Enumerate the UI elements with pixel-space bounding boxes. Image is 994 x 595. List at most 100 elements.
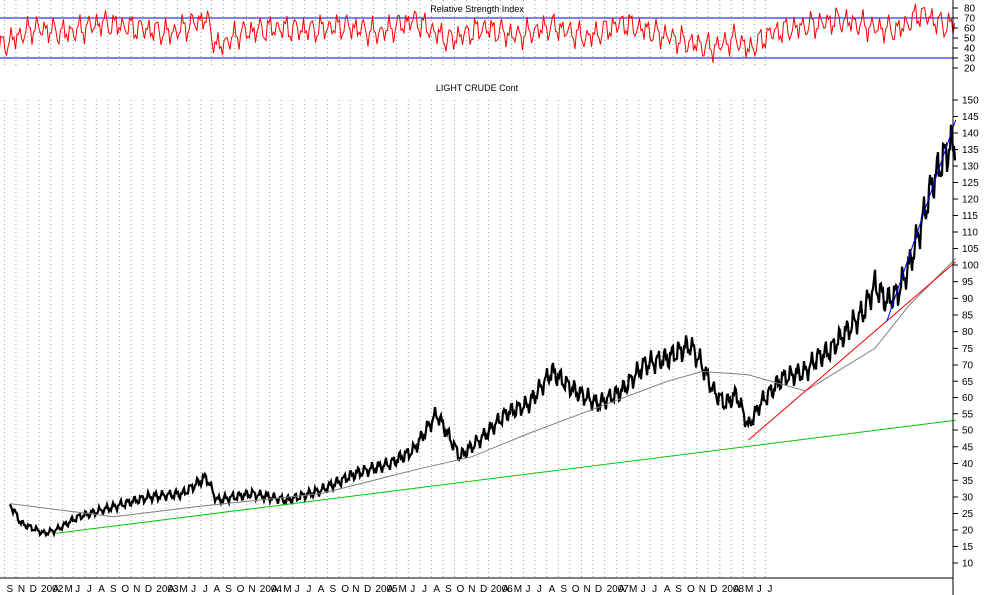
price-y-tick-label: 20 — [962, 526, 974, 537]
price-y-tick-label: 85 — [962, 311, 974, 322]
price-line — [8, 124, 957, 538]
x-tick-label: N — [468, 584, 475, 595]
x-tick-label: A — [733, 584, 740, 595]
moving-average-line — [9, 258, 957, 518]
rsi-y-tick-label: 70 — [964, 14, 976, 25]
x-tick-label: A — [618, 584, 625, 595]
price-y-axis: 10 15 20 25 30 35 40 45 50 55 60 65 70 75 80 85 90 95 100 1… — [953, 96, 979, 570]
price-y-tick-label: 55 — [962, 409, 974, 420]
x-tick-label: O — [341, 584, 349, 595]
price-y-tick-label: 65 — [962, 377, 974, 388]
x-tick-label: A — [387, 584, 394, 595]
price-y-tick-label: 140 — [962, 129, 979, 140]
x-tick-label: 2002 — [41, 584, 64, 595]
x-tick-label: N — [352, 584, 359, 595]
x-tick-label: S — [560, 584, 567, 595]
x-tick-label: 2004 — [260, 584, 283, 595]
support-trendline — [747, 261, 957, 441]
rsi-y-tick-label: 20 — [964, 64, 976, 75]
x-tick-label: A — [502, 584, 509, 595]
x-tick-label: O — [121, 584, 129, 595]
price-y-tick-label: 45 — [962, 442, 974, 453]
x-tick-label: M — [514, 584, 522, 595]
x-tick-label: D — [710, 584, 717, 595]
x-tick-label: J — [410, 584, 415, 595]
x-tick-label: S — [110, 584, 117, 595]
rsi-y-tick-label: 40 — [964, 44, 976, 55]
x-tick-label: A — [214, 584, 221, 595]
x-tick-label: S — [225, 584, 232, 595]
x-tick-label: M — [745, 584, 753, 595]
x-tick-label: 2006 — [491, 584, 514, 595]
price-y-tick-label: 40 — [962, 459, 974, 470]
price-y-tick-label: 115 — [962, 211, 978, 222]
x-tick-label: D — [30, 584, 37, 595]
price-y-tick-label: 100 — [962, 261, 979, 272]
x-tick-label: A — [664, 584, 671, 595]
x-tick-label: M — [629, 584, 637, 595]
price-y-tick-label: 70 — [962, 361, 974, 372]
x-tick-label: O — [572, 584, 580, 595]
x-tick-label: S — [330, 584, 337, 595]
x-tick-label: J — [422, 584, 427, 595]
rsi-series — [0, 3, 955, 63]
x-tick-label: O — [687, 584, 695, 595]
x-tick-label: O — [457, 584, 465, 595]
price-y-tick-label: 35 — [962, 476, 974, 487]
x-tick-label: O — [237, 584, 245, 595]
x-tick-label: A — [53, 584, 60, 595]
x-tick-label: J — [295, 584, 300, 595]
price-panel: 10 15 20 25 30 35 40 45 50 55 60 65 70 75 80 85 90 95 100 1… — [4, 83, 979, 595]
x-tick-label: M — [283, 584, 291, 595]
rsi-grid — [4, 0, 766, 68]
rsi-y-tick-label: 60 — [964, 24, 976, 35]
price-y-tick-label: 120 — [962, 195, 979, 206]
price-y-tick-label: 150 — [962, 96, 979, 107]
x-tick-label: J — [306, 584, 311, 595]
price-y-tick-label: 95 — [962, 277, 974, 288]
x-tick-label: J — [641, 584, 646, 595]
rsi-y-tick-label: 30 — [964, 54, 976, 65]
x-tick-label: M — [179, 584, 187, 595]
x-tick-label: J — [526, 584, 531, 595]
price-title: LIGHT CRUDE Cont — [436, 83, 519, 93]
price-y-tick-label: 30 — [962, 493, 974, 504]
x-tick-label: 2003 — [156, 584, 179, 595]
x-tick-label: A — [433, 584, 440, 595]
price-y-tick-label: 80 — [962, 327, 974, 338]
channel-trendline — [886, 119, 957, 322]
price-y-tick-label: 135 — [962, 145, 979, 156]
price-y-tick-label: 105 — [962, 244, 979, 255]
price-y-tick-label: 60 — [962, 393, 974, 404]
price-y-tick-label: 110 — [962, 228, 978, 239]
x-tick-label: D — [364, 584, 371, 595]
x-tick-label: N — [699, 584, 706, 595]
rsi-y-tick-label: 80 — [964, 4, 976, 15]
x-tick-label: D — [480, 584, 487, 595]
x-tick-label: J — [203, 584, 208, 595]
x-tick-label: N — [248, 584, 255, 595]
price-y-tick-label: 125 — [962, 178, 979, 189]
x-tick-label: A — [549, 584, 556, 595]
price-y-tick-label: 145 — [962, 112, 979, 123]
x-tick-label: J — [87, 584, 92, 595]
price-y-tick-label: 90 — [962, 294, 974, 305]
long-term-trendline — [56, 419, 956, 534]
x-tick-label: 2005 — [375, 584, 398, 595]
x-tick-label: A — [272, 584, 279, 595]
x-tick-label: J — [652, 584, 657, 595]
x-tick-label: A — [318, 584, 325, 595]
x-tick-label: S — [7, 584, 14, 595]
rsi-y-tick-label: 50 — [964, 34, 976, 45]
rsi-line — [0, 3, 955, 63]
x-tick-label: J — [757, 584, 762, 595]
x-tick-label: S — [675, 584, 682, 595]
price-y-tick-label: 130 — [962, 162, 979, 173]
x-tick-label: N — [133, 584, 140, 595]
price-y-tick-label: 75 — [962, 344, 974, 355]
x-tick-label: M — [65, 584, 73, 595]
x-tick-label: D — [145, 584, 152, 595]
